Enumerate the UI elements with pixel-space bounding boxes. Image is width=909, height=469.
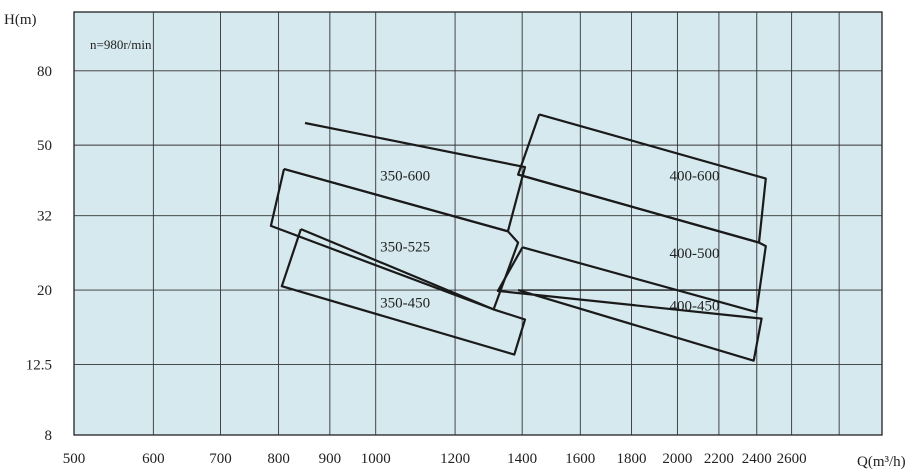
x-tick-label: 1200 — [440, 451, 470, 467]
x-tick-label: 1400 — [507, 451, 537, 467]
grid — [74, 12, 882, 435]
y-tick-label: 50 — [37, 138, 52, 154]
x-tick-label: 2000 — [662, 451, 692, 467]
y-tick-label: 20 — [37, 283, 52, 299]
x-tick-label: 900 — [319, 451, 342, 467]
x-tick-label: 2600 — [777, 451, 807, 467]
x-tick-label: 2400 — [742, 451, 772, 467]
y-axis-label: H(m) — [4, 12, 37, 28]
series-label-400-500: 400-500 — [669, 246, 719, 262]
y-tick-label: 80 — [37, 64, 52, 80]
series-350-450 — [280, 228, 527, 356]
series-400-450 — [496, 246, 763, 362]
x-tick-label: 500 — [63, 451, 86, 467]
x-tick-label: 600 — [142, 451, 165, 467]
x-tick-label: 1000 — [361, 451, 391, 467]
series-label-350-525: 350-525 — [380, 240, 430, 256]
x-tick-label: 1600 — [565, 451, 595, 467]
series-label-350-600: 350-600 — [380, 168, 430, 184]
x-tick-label: 800 — [267, 451, 290, 467]
y-tick-label: 32 — [37, 209, 52, 225]
x-tick-label: 700 — [209, 451, 232, 467]
x-tick-label: 1800 — [617, 451, 647, 467]
series-label-400-600: 400-600 — [669, 168, 719, 184]
series-label-400-450: 400-450 — [669, 298, 719, 314]
series-group — [269, 113, 767, 362]
y-tick-label: 12.5 — [26, 357, 52, 373]
x-tick-label: 2200 — [704, 451, 734, 467]
x-axis-label: Q(m³/h) — [857, 454, 906, 469]
series-label-350-450: 350-450 — [380, 296, 430, 312]
y-tick-label: 8 — [45, 428, 53, 444]
speed-annotation: n=980r/min — [90, 37, 152, 52]
